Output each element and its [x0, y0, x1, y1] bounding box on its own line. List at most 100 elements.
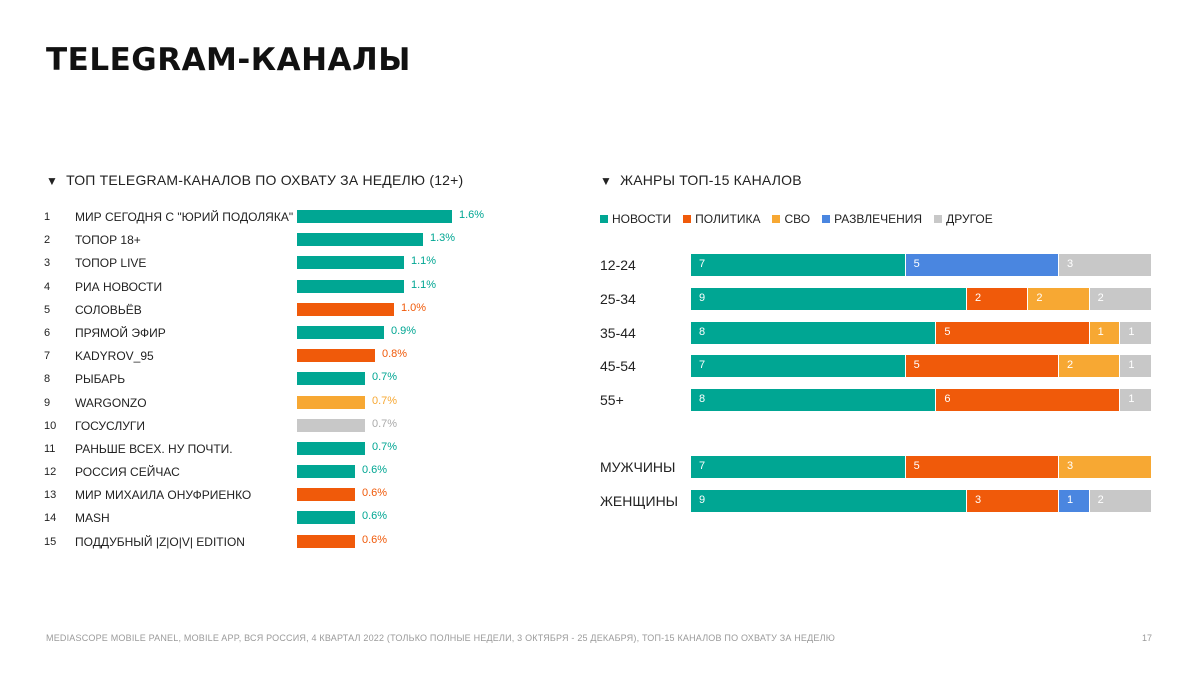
ranking-row: 11 РАНЬШЕ ВСЕХ. НУ ПОЧТИ. 0.7% [40, 437, 560, 460]
channel-name: ПОДДУБНЫЙ |Z|O|V| EDITION [75, 534, 245, 549]
source-footnote: MEDIASCOPE MOBILE PANEL, MOBILE APP, ВСЯ… [46, 633, 836, 643]
rank-number: 15 [44, 535, 57, 548]
reach-value-label: 0.7% [372, 371, 398, 384]
reach-bar [297, 233, 423, 247]
rank-number: 2 [44, 234, 51, 247]
channel-name: РАНЬШЕ ВСЕХ. НУ ПОЧТИ. [75, 441, 233, 456]
segment-value-label: 5 [944, 326, 951, 338]
ranking-row: 2 ТОПОР 18+ 1.3% [40, 228, 560, 251]
legend-label: СВО [784, 212, 811, 226]
reach-bar [297, 210, 452, 223]
segment-politics: 5 [905, 355, 1059, 377]
legend-label: ПОЛИТИКА [695, 212, 761, 226]
segment-value-label: 9 [699, 292, 706, 304]
segment-politics: 5 [936, 322, 1090, 344]
stacked-bar: 9 2 2 2 [691, 288, 1151, 310]
channel-name: СОЛОВЬЁВ [75, 302, 142, 317]
rank-number: 11 [44, 442, 56, 455]
legend-swatch [600, 215, 608, 223]
segment-other: 3 [1058, 254, 1151, 276]
rank-number: 4 [44, 280, 51, 293]
genres-legend: НОВОСТИ ПОЛИТИКА СВО РАЗВЛЕЧЕНИЯ ДРУГОЕ [600, 212, 993, 226]
segment-news: 7 [691, 254, 906, 276]
reach-bar [297, 325, 384, 339]
ranking-row: 15 ПОДДУБНЫЙ |Z|O|V| EDITION 0.6% [40, 530, 560, 553]
segment-news: 9 [691, 288, 967, 310]
segment-svo: 1 [1089, 322, 1121, 344]
ranking-row: 7 KADYROV_95 0.8% [40, 344, 560, 367]
segment-news: 7 [691, 456, 906, 478]
segment-news: 8 [691, 322, 937, 344]
reach-value-label: 1.1% [411, 255, 437, 268]
ranking-chart: 1 МИР СЕГОДНЯ С "ЮРИЙ ПОДОЛЯКА" 1.6% 2 ТОПОР… [40, 205, 560, 553]
channel-name: ТОПОР LIVE [75, 256, 147, 271]
stacked-bar: 7 5 3 [691, 456, 1151, 478]
rank-number: 5 [44, 303, 51, 316]
channel-name: KADYROV_95 [75, 349, 154, 364]
legend-swatch [772, 215, 781, 223]
ranking-row: 6 ПРЯМОЙ ЭФИР 0.9% [40, 321, 560, 344]
page-number: 17 [1141, 633, 1152, 643]
stacked-row: 25-34 9 2 2 2 [598, 288, 1158, 310]
segment-value-label: 2 [975, 292, 982, 304]
legend-swatch [934, 215, 943, 223]
segment-value-label: 2 [1097, 494, 1104, 506]
segment-value-label: 3 [1066, 258, 1074, 270]
rank-number: 1 [44, 211, 51, 223]
rank-number: 9 [44, 396, 51, 409]
triangle-down-icon: ▼ [600, 174, 613, 188]
ranking-row: 8 РЫБАРЬ 0.7% [40, 367, 560, 390]
ranking-row: 4 РИА НОВОСТИ 1.1% [40, 275, 560, 298]
stacked-bar: 9 3 1 2 [691, 490, 1151, 512]
legend-swatch [683, 215, 692, 223]
ranking-row: 10 ГОСУСЛУГИ 0.7% [40, 414, 560, 437]
segment-value-label: 1 [1128, 326, 1135, 338]
stacked-bar: 8 6 1 [691, 389, 1151, 411]
reach-bar [297, 534, 355, 548]
segment-value-label: 7 [699, 258, 706, 270]
reach-value-label: 0.7% [372, 417, 398, 430]
reach-value-label: 0.6% [362, 533, 388, 546]
segment-svo: 3 [1058, 456, 1151, 478]
segment-news: 8 [691, 389, 937, 411]
channel-name: РОССИЯ СЕЙЧАС [75, 465, 180, 480]
genres-stacked-chart: 12-24 7 5 3 25-34 9 2 2 2 35-44 8 5 1 1 45-54 7 5 2 1 55+ 8 6… [598, 0, 1158, 673]
stacked-row-label: ЖЕНЩИНЫ [600, 493, 679, 509]
stacked-row-label: 12-24 [600, 257, 636, 273]
stacked-row: 45-54 7 5 2 1 [598, 355, 1158, 377]
channel-name: WARGONZO [75, 395, 147, 410]
reach-value-label: 1.0% [401, 301, 427, 314]
ranking-chart-title-text: ТОП TELEGRAM-КАНАЛОВ ПО ОХВАТУ ЗА НЕДЕЛЮ… [66, 172, 464, 188]
channel-name: ТОПОР 18+ [75, 233, 141, 248]
stacked-row-label: 55+ [600, 392, 624, 408]
stacked-bar: 7 5 3 [691, 254, 1151, 276]
genres-chart-title-text: ЖАНРЫ ТОП-15 КАНАЛОВ [620, 172, 802, 188]
ranking-row: 13 МИР МИХАИЛА ОНУФРИЕНКО 0.6% [40, 483, 560, 506]
segment-other: 1 [1120, 322, 1151, 344]
reach-bar [297, 418, 365, 432]
reach-value-label: 0.6% [362, 510, 388, 523]
stacked-row-label: 25-34 [600, 291, 636, 307]
rank-number: 7 [44, 350, 51, 363]
rank-number: 14 [44, 512, 57, 525]
segment-value-label: 7 [699, 460, 706, 472]
segment-value-label: 1 [1067, 494, 1074, 506]
segment-value-label: 2 [1066, 359, 1074, 371]
reach-bar [297, 441, 365, 455]
reach-bar [297, 372, 365, 386]
legend-swatch [822, 215, 831, 223]
reach-value-label: 0.6% [362, 487, 388, 500]
rank-number: 10 [44, 419, 57, 432]
reach-value-label: 1.6% [459, 209, 485, 221]
segment-value-label: 1 [1128, 359, 1135, 371]
segment-value-label: 1 [1128, 393, 1135, 405]
legend-label: РАЗВЛЕЧЕНИЯ [834, 212, 923, 226]
reach-bar [297, 511, 355, 525]
ranking-row: 12 РОССИЯ СЕЙЧАС 0.6% [40, 460, 560, 483]
legend-label: НОВОСТИ [612, 212, 672, 226]
segment-value-label: 5 [913, 460, 920, 472]
stacked-row: ЖЕНЩИНЫ 9 3 1 2 [598, 490, 1158, 512]
segment-value-label: 6 [944, 393, 951, 405]
segment-news: 7 [691, 355, 906, 377]
segment-svo: 2 [1058, 355, 1121, 377]
